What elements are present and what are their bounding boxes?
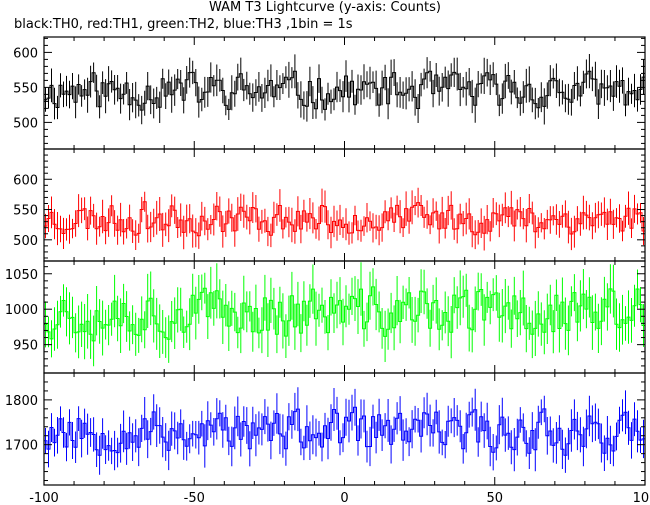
series-line-th1 xyxy=(44,201,645,237)
y-tick-label: 600 xyxy=(13,173,38,188)
y-tick-label: 950 xyxy=(13,339,38,354)
series-line-th3 xyxy=(44,406,645,456)
series-line-th0 xyxy=(44,70,645,111)
panel-frame-th1 xyxy=(43,148,646,262)
series-th1 xyxy=(44,187,645,251)
chart-subtitle: black:TH0, red:TH1, green:TH2, blue:TH3 … xyxy=(14,17,353,32)
y-tick-label: 550 xyxy=(13,81,38,96)
series-th2 xyxy=(44,262,645,367)
y-tick-label: 1000 xyxy=(5,303,38,318)
x-tick-label: 50 xyxy=(486,491,503,505)
y-tick-label: 1800 xyxy=(5,394,38,409)
y-tick-label: 1700 xyxy=(5,439,38,454)
y-tick-label: 500 xyxy=(13,234,38,249)
y-tick-label: 550 xyxy=(13,204,38,219)
x-tick-label: -50 xyxy=(184,491,205,505)
x-tick-label: 0 xyxy=(340,491,348,505)
series-th3 xyxy=(44,387,645,475)
y-tick-label: 600 xyxy=(13,46,38,61)
x-tick-label: -100 xyxy=(29,491,59,505)
error-bars-th1 xyxy=(45,187,644,251)
y-tick-label: 500 xyxy=(13,116,38,131)
chart-title: WAM T3 Lightcurve (y-axis: Counts) xyxy=(209,0,441,15)
x-tick-label: 100 xyxy=(633,491,650,505)
y-tick-label: 1050 xyxy=(5,268,38,283)
series-th0 xyxy=(44,54,645,125)
series-line-th2 xyxy=(44,286,645,342)
